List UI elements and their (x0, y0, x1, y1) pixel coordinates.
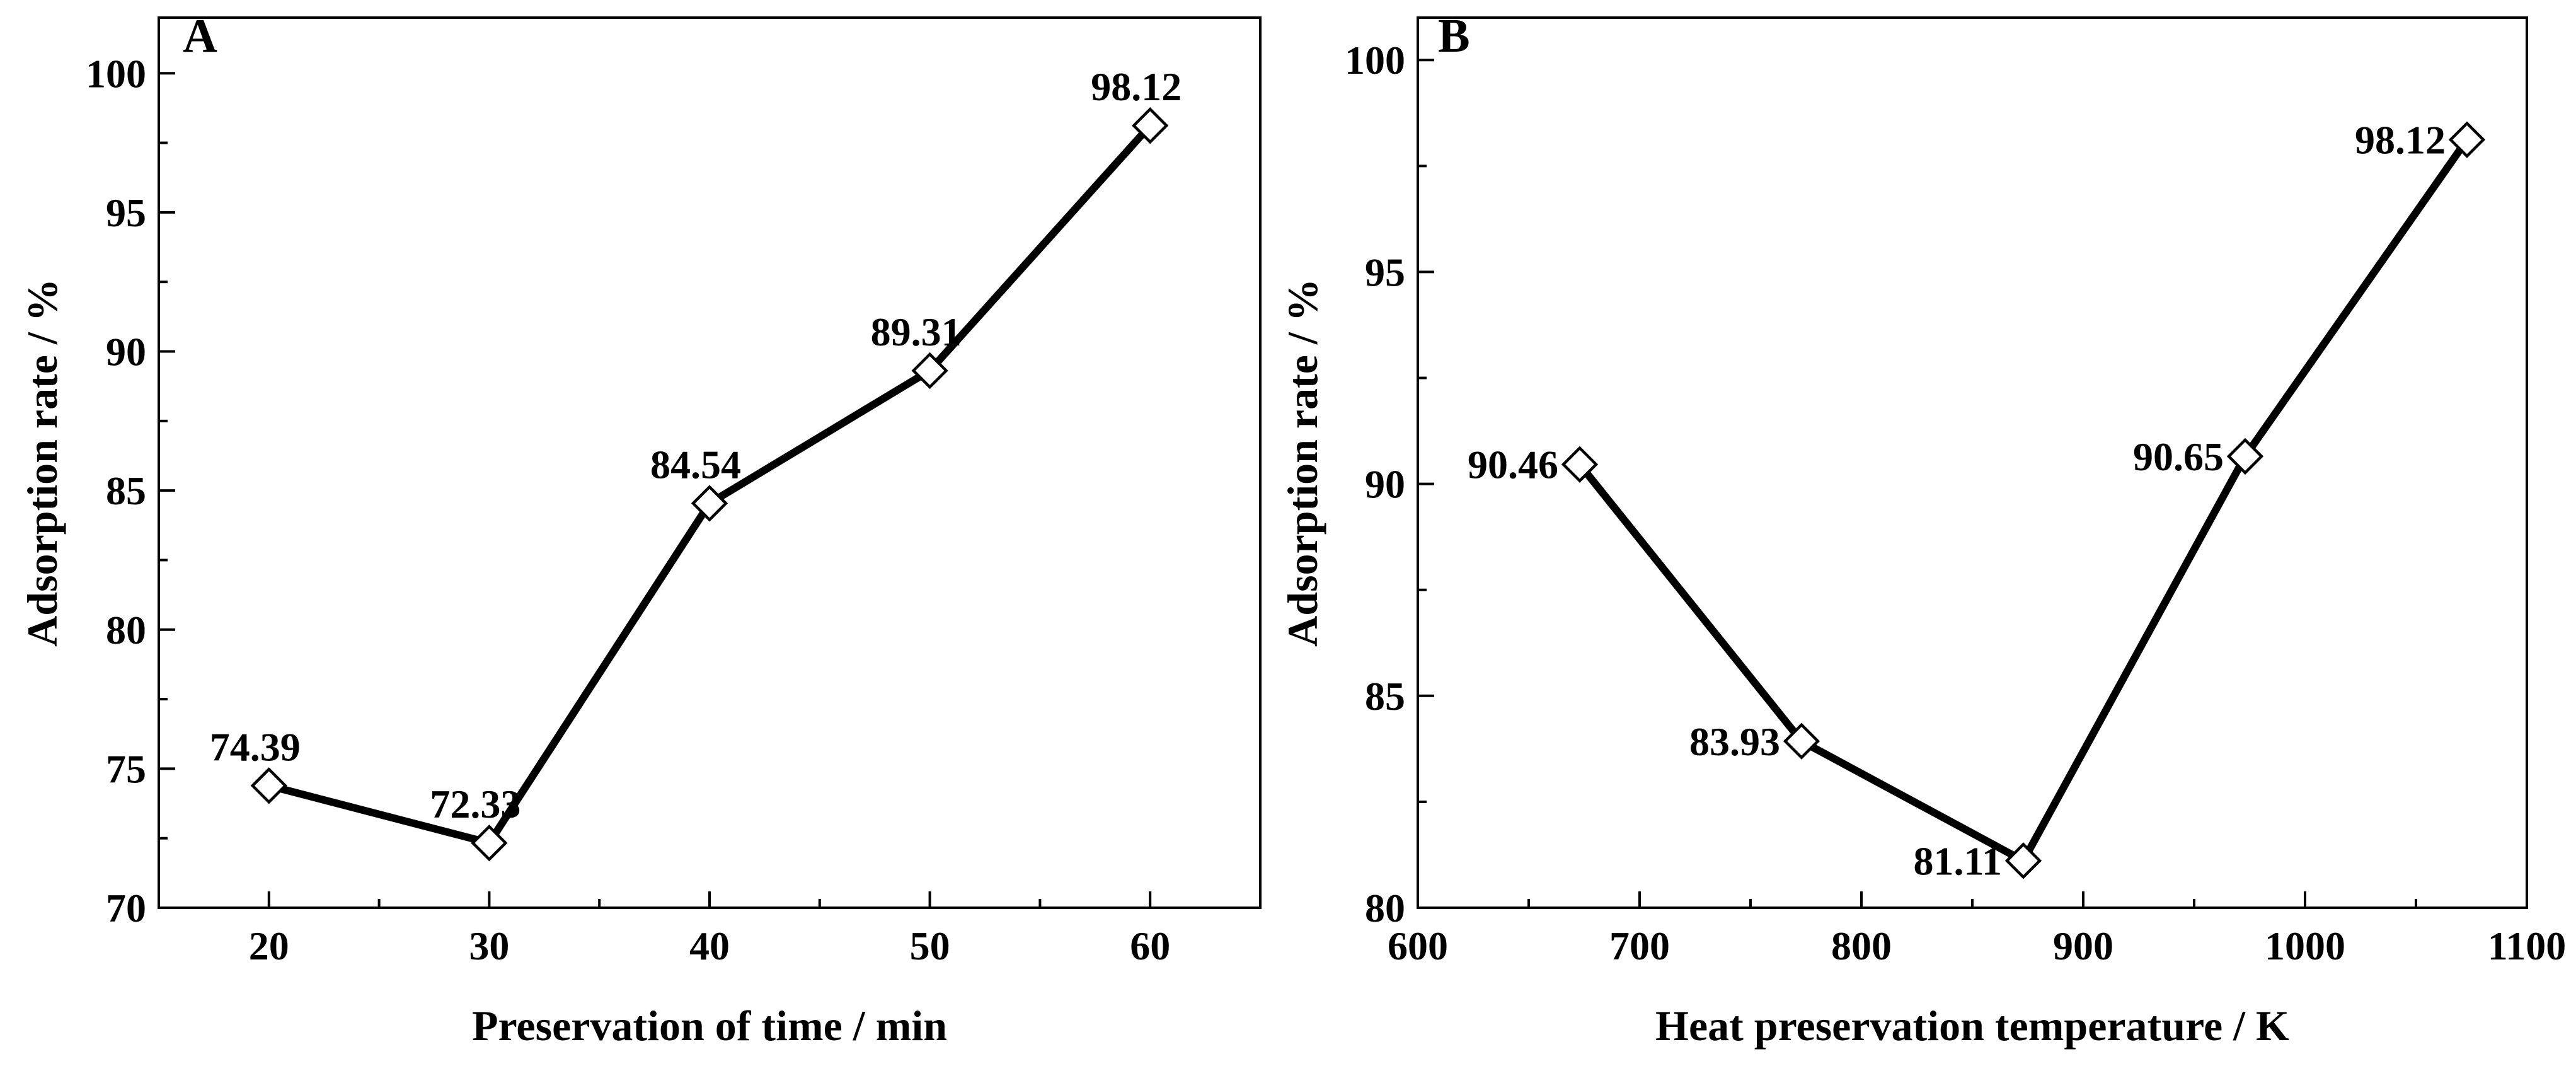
y-tick-label-b: 100 (1345, 38, 1405, 83)
data-label-a: 89.31 (871, 310, 962, 354)
x-tick-label-a: 40 (689, 924, 730, 968)
data-point-b (2226, 437, 2264, 475)
x-tick-label-b: 700 (1609, 924, 1670, 968)
x-tick-label-b: 1000 (2265, 924, 2345, 968)
x-tick-label-a: 30 (469, 924, 509, 968)
panel-label-a: A (183, 9, 217, 62)
x-tick-label-a: 20 (249, 924, 289, 968)
axis-ticks-a: 20 30 40 50 60 70 75 80 85 90 95 100 (86, 51, 1170, 968)
axis-ticks-b: 600 700 800 900 1000 1100 80 85 90 95 100 (1345, 38, 2566, 968)
data-point-b (1561, 446, 1599, 483)
data-label-b: 90.65 (2133, 434, 2224, 479)
y-tick-label-a: 95 (106, 190, 146, 235)
data-label-b: 83.93 (1689, 719, 1780, 764)
chart-panel-a: A Preservation of time / min Adsorption … (18, 9, 1262, 1050)
x-tick-label-b: 900 (2053, 924, 2113, 968)
y-tick-label-a: 90 (106, 330, 146, 374)
plot-area-b: 90.46 83.93 81.11 90.65 98.12 (1468, 118, 2486, 883)
data-point-b (2448, 121, 2486, 158)
data-label-b: 98.12 (2355, 118, 2446, 163)
y-tick-label-b: 90 (1365, 462, 1405, 507)
data-point-b (1783, 722, 1820, 760)
data-label-a: 72.33 (430, 782, 520, 826)
y-tick-label-a: 75 (106, 746, 146, 791)
data-label-a: 98.12 (1091, 64, 1182, 109)
x-tick-label-a: 50 (910, 924, 950, 968)
y-tick-label-b: 85 (1365, 674, 1405, 719)
x-tick-label-b: 1100 (2488, 924, 2566, 968)
plot-area-a: 74.39 72.33 84.54 89.31 98.12 (210, 64, 1182, 862)
data-point-a (250, 767, 287, 804)
y-tick-label-a: 80 (106, 608, 146, 652)
y-tick-label-a: 85 (106, 468, 146, 513)
x-tick-label-b: 800 (1831, 924, 1892, 968)
data-label-b: 81.11 (1913, 838, 2001, 883)
y-axis-title-a: Adsorption rate / % (18, 279, 66, 647)
data-point-b (2004, 842, 2042, 879)
x-tick-label-b: 600 (1388, 924, 1448, 968)
x-tick-label-a: 60 (1130, 924, 1170, 968)
data-point-a (1132, 107, 1169, 144)
y-tick-label-b: 95 (1365, 250, 1405, 294)
data-point-a (911, 352, 948, 390)
data-point-a (691, 485, 728, 522)
y-axis-title-b: Adsorption rate / % (1279, 279, 1326, 647)
chart-panel-b: B Heat preservation temperature / K Adso… (1279, 9, 2566, 1050)
data-point-a (471, 825, 508, 862)
y-tick-label-a: 70 (106, 886, 146, 930)
y-tick-label-b: 80 (1365, 886, 1405, 930)
panel-label-b: B (1438, 9, 1470, 62)
data-label-a: 74.39 (210, 724, 301, 769)
x-axis-title-b: Heat preservation temperature / K (1655, 1002, 2289, 1050)
y-tick-label-a: 100 (86, 51, 146, 96)
data-label-a: 84.54 (650, 442, 741, 487)
data-label-b: 90.46 (1468, 443, 1558, 487)
x-axis-title-a: Preservation of time / min (472, 1002, 947, 1050)
